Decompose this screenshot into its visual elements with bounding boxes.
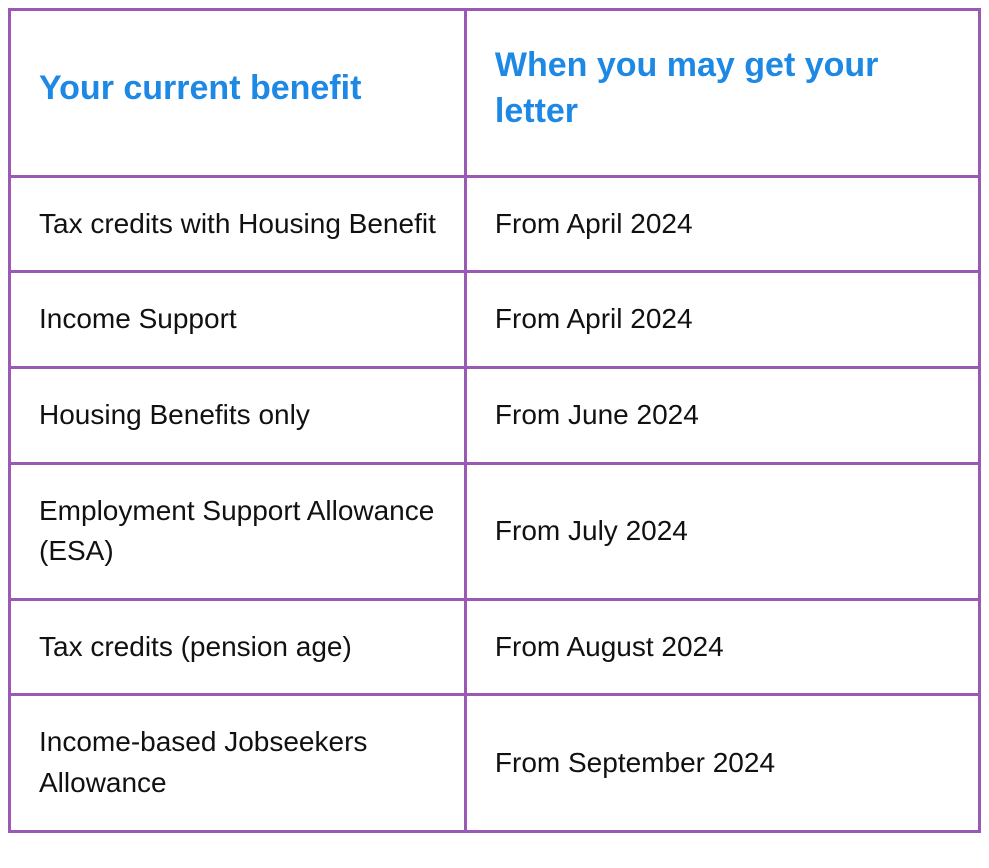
column-header-current-benefit: Your current benefit bbox=[10, 10, 466, 177]
cell-benefit: Income Support bbox=[10, 272, 466, 368]
cell-benefit: Tax credits with Housing Benefit bbox=[10, 176, 466, 272]
cell-benefit: Tax credits (pension age) bbox=[10, 599, 466, 695]
column-header-when-letter: When you may get your letter bbox=[465, 10, 979, 177]
cell-benefit: Income-based Jobseekers Allowance bbox=[10, 695, 466, 831]
cell-when: From July 2024 bbox=[465, 463, 979, 599]
cell-when: From September 2024 bbox=[465, 695, 979, 831]
table-row: Tax credits (pension age) From August 20… bbox=[10, 599, 980, 695]
table-row: Income-based Jobseekers Allowance From S… bbox=[10, 695, 980, 831]
cell-when: From April 2024 bbox=[465, 176, 979, 272]
table-row: Tax credits with Housing Benefit From Ap… bbox=[10, 176, 980, 272]
table-row: Employment Support Allowance (ESA) From … bbox=[10, 463, 980, 599]
table-header-row: Your current benefit When you may get yo… bbox=[10, 10, 980, 177]
cell-when: From April 2024 bbox=[465, 272, 979, 368]
cell-when: From June 2024 bbox=[465, 367, 979, 463]
cell-benefit: Housing Benefits only bbox=[10, 367, 466, 463]
cell-benefit: Employment Support Allowance (ESA) bbox=[10, 463, 466, 599]
table-row: Housing Benefits only From June 2024 bbox=[10, 367, 980, 463]
benefits-letter-table: Your current benefit When you may get yo… bbox=[8, 8, 981, 833]
cell-when: From August 2024 bbox=[465, 599, 979, 695]
table-row: Income Support From April 2024 bbox=[10, 272, 980, 368]
